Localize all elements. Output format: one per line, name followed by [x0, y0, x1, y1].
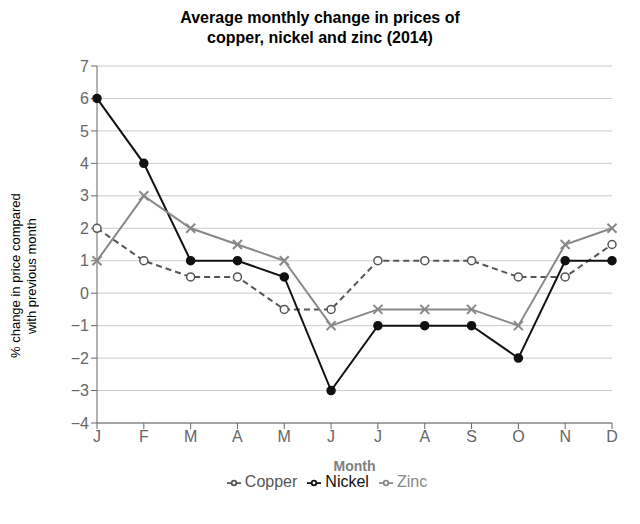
- svg-text:J: J: [374, 428, 382, 445]
- html-text:with previous month: with previous month: [24, 218, 39, 334]
- svg-text:J: J: [327, 428, 335, 445]
- svg-text:A: A: [419, 428, 430, 445]
- svg-text:J: J: [93, 428, 101, 445]
- svg-text:1: 1: [80, 252, 89, 269]
- svg-text:D: D: [606, 428, 618, 445]
- svg-text:3: 3: [80, 187, 89, 204]
- html-text:Average monthly change in pric: Average monthly change in prices of: [180, 9, 460, 26]
- svg-text:Month: Month: [334, 458, 376, 474]
- svg-text:−1: −1: [71, 317, 89, 334]
- html-text:Copper: Copper: [244, 473, 298, 490]
- svg-text:2: 2: [80, 220, 89, 237]
- svg-text:O: O: [512, 428, 524, 445]
- svg-text:N: N: [559, 428, 571, 445]
- svg-text:4: 4: [80, 155, 89, 172]
- html-text:copper, nickel and zinc (2014): copper, nickel and zinc (2014): [207, 29, 433, 46]
- svg-text:F: F: [139, 428, 149, 445]
- svg-text:0: 0: [80, 285, 89, 302]
- svg-text:7: 7: [80, 58, 89, 75]
- svg-text:6: 6: [80, 90, 89, 107]
- svg-text:M: M: [184, 428, 197, 445]
- svg-text:−3: −3: [71, 382, 89, 399]
- svg-text:S: S: [466, 428, 477, 445]
- svg-text:A: A: [232, 428, 243, 445]
- html-text:Nickel: Nickel: [325, 473, 369, 490]
- html-text:% change in price compared: % change in price compared: [8, 193, 23, 359]
- html-text:Zinc: Zinc: [396, 473, 428, 490]
- svg-text:−4: −4: [71, 415, 89, 432]
- svg-text:−2: −2: [71, 350, 89, 367]
- svg-text:5: 5: [80, 123, 89, 140]
- svg-text:M: M: [278, 428, 291, 445]
